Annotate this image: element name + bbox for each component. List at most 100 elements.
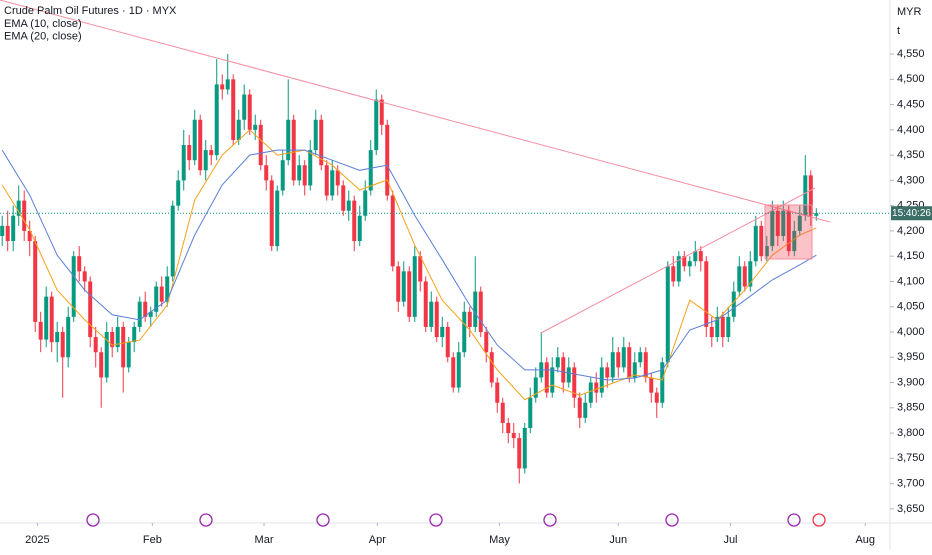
event-icon[interactable]	[199, 513, 213, 527]
event-icon[interactable]	[429, 513, 443, 527]
candle-body	[495, 382, 500, 403]
candle-body	[93, 337, 98, 353]
plot-area	[0, 54, 819, 484]
candle-body	[209, 150, 214, 156]
y-tick-label: 3,850	[897, 402, 925, 414]
event-icon[interactable]	[316, 513, 330, 527]
candle-body	[170, 205, 175, 277]
candle-body	[319, 119, 324, 166]
candle-body	[583, 402, 588, 418]
candle-body	[214, 84, 219, 156]
candle-body	[137, 301, 142, 327]
y-tick-label: 4,150	[897, 250, 925, 262]
candle-body	[154, 286, 159, 312]
y-tick-label: 4,050	[897, 301, 925, 313]
candle-body	[5, 225, 10, 242]
y-tick-label: 3,800	[897, 427, 925, 439]
candle-body	[434, 301, 439, 338]
currency-label[interactable]: MYR	[897, 6, 922, 18]
candle-body	[302, 165, 307, 186]
candle-body	[605, 367, 610, 378]
legend-entry: EMA (20, close)	[4, 30, 82, 42]
candle-body	[506, 422, 511, 434]
event-icon[interactable]	[812, 513, 826, 527]
trend-line[interactable]	[540, 187, 816, 334]
candle-body	[561, 357, 566, 383]
chart-title: Crude Palm Oil Futures · 1D · MYX	[4, 5, 177, 17]
candle-body	[632, 362, 637, 378]
y-tick-label: 3,700	[897, 478, 925, 490]
y-tick-label: 4,300	[897, 174, 925, 186]
y-tick-label: 4,100	[897, 275, 925, 287]
event-icon[interactable]	[86, 513, 100, 527]
candle-body	[462, 311, 467, 353]
candle-body	[11, 215, 16, 242]
candle-body	[82, 271, 87, 282]
candle-body	[522, 428, 527, 469]
candle-body	[638, 352, 643, 363]
candle-body	[286, 119, 291, 161]
candle-body	[407, 271, 412, 317]
highlight-box[interactable]	[764, 204, 813, 260]
candle-body	[247, 94, 252, 130]
legend-entry: EMA (10, close)	[4, 18, 82, 30]
candle-body	[533, 377, 538, 398]
candle-body	[731, 291, 736, 317]
unit-label[interactable]: t	[897, 25, 900, 37]
candle-body	[720, 316, 725, 338]
candle-body	[313, 119, 318, 151]
candle-body	[473, 291, 478, 327]
candle-body	[269, 180, 274, 247]
candle-body	[704, 261, 709, 327]
candle-body	[759, 225, 764, 257]
candle-body	[22, 200, 27, 231]
candle-body	[423, 281, 428, 327]
candle-body	[16, 200, 21, 216]
candle-body	[660, 362, 665, 403]
candle-body	[390, 195, 395, 267]
candle-body	[665, 266, 670, 363]
candle-body	[66, 316, 71, 358]
candle-body	[500, 402, 505, 423]
candle-body	[280, 160, 285, 191]
candle-body	[577, 397, 582, 418]
event-icon[interactable]	[543, 513, 557, 527]
trend-line[interactable]	[0, 0, 831, 223]
candle-body	[0, 225, 5, 236]
y-tick-label: 4,000	[897, 326, 925, 338]
candle-body	[38, 321, 43, 340]
y-tick-label: 3,950	[897, 351, 925, 363]
candle-body	[451, 357, 456, 388]
candle-body	[594, 382, 599, 393]
candle-body	[797, 215, 802, 231]
y-tick-label: 4,400	[897, 124, 925, 136]
y-tick-label: 3,650	[897, 503, 925, 515]
event-icon[interactable]	[787, 513, 801, 527]
candle-body	[748, 261, 753, 287]
candle-body	[764, 246, 769, 257]
candle-body	[44, 296, 49, 340]
candle-body	[148, 311, 153, 317]
candle-body	[33, 241, 38, 322]
candle-body	[110, 331, 115, 348]
y-tick-label: 3,750	[897, 452, 925, 464]
candle-body	[198, 119, 203, 171]
candle-body	[726, 316, 731, 338]
event-icon[interactable]	[665, 513, 679, 527]
candle-body	[682, 256, 687, 267]
candle-body	[104, 331, 109, 378]
candle-body	[187, 145, 192, 161]
candle-body	[132, 326, 137, 343]
candle-body	[220, 84, 225, 90]
candle-body	[786, 210, 791, 252]
candle-body	[687, 261, 692, 267]
x-tick-label: Aug	[855, 534, 875, 546]
candle-body	[357, 215, 362, 242]
candle-body	[71, 256, 76, 317]
candle-body	[616, 352, 621, 368]
candle-body	[374, 99, 379, 151]
candle-body	[654, 392, 659, 403]
y-tick-label: 4,350	[897, 149, 925, 161]
candle-body	[643, 352, 648, 378]
